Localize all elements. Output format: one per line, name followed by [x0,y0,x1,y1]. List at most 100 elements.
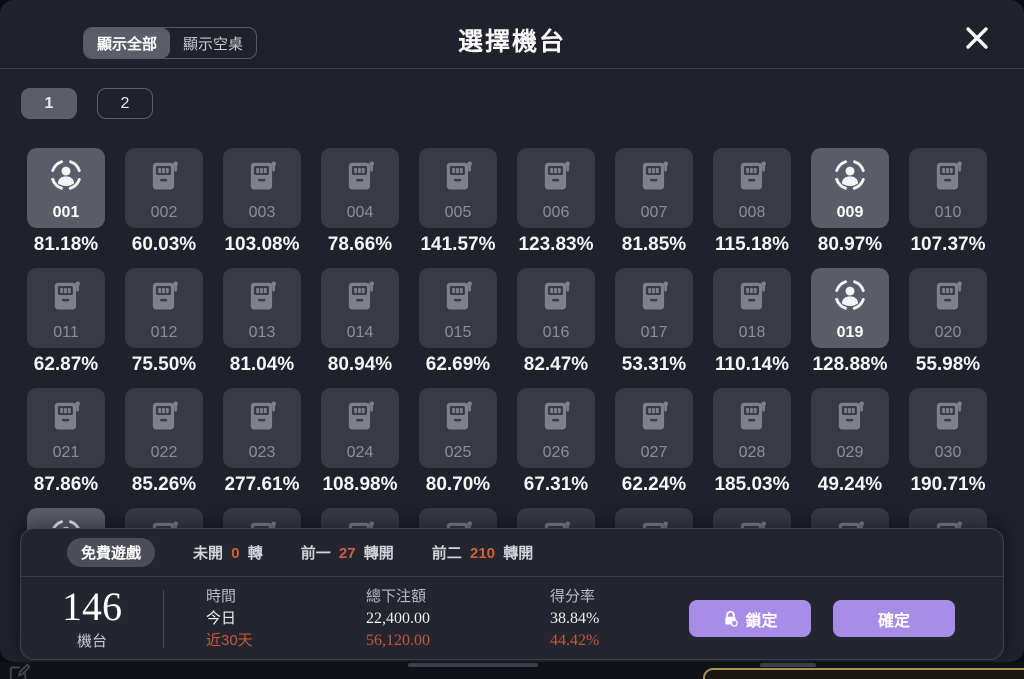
slot-machine-icon [635,396,673,434]
machine-number: 004 [346,204,374,221]
machine-tile[interactable]: 029 [811,388,889,468]
stat-col-time: 時間 今日 近30天 [206,587,253,649]
machine-tile[interactable]: 012 [125,268,203,348]
machine-cell: 022 85.26% [125,388,203,498]
slot-machine-icon [145,156,183,194]
machine-payout-percent: 78.66% [327,234,393,255]
machine-tile[interactable]: 015 [419,268,497,348]
machine-number: 030 [934,444,962,461]
slot-machine-icon [145,276,183,314]
machine-cell: 012 75.50% [125,268,203,378]
machine-cell: 024 108.98% [321,388,399,498]
machine-payout-percent: 60.03% [131,234,197,255]
machine-payout-percent: 85.26% [131,474,197,495]
machine-number: 015 [444,324,472,341]
filter-show-all[interactable]: 顯示全部 [84,28,171,58]
occupied-player-icon [47,156,85,194]
machine-tile[interactable]: 024 [321,388,399,468]
machine-tile[interactable]: 018 [713,268,791,348]
machine-tile[interactable]: 013 [223,268,301,348]
machine-tile[interactable]: 011 [27,268,105,348]
background-game-footer [0,662,1024,679]
machine-payout-percent: 62.24% [621,474,687,495]
slot-machine-icon [537,276,575,314]
machine-cell: 013 81.04% [223,268,301,378]
lock-icon [722,610,739,627]
machine-number: 021 [52,444,80,461]
machine-payout-percent: 103.08% [224,234,300,255]
machine-tile[interactable]: 016 [517,268,595,348]
machine-grid: 001 81.18% 002 60.03% [27,148,997,592]
free-game-tab[interactable]: 免費遊戲 [67,538,156,567]
machine-cell: 008 115.18% [713,148,791,258]
machine-number: 003 [248,204,276,221]
machine-tile[interactable]: 004 [321,148,399,228]
machine-number: 020 [934,324,962,341]
machine-payout-percent: 75.50% [131,354,197,375]
unopened-spins: 未開 0 轉 [193,545,263,562]
slot-machine-icon [47,276,85,314]
machine-number: 002 [150,204,178,221]
machine-cell: 005 141.57% [419,148,497,258]
machine-payout-percent: 277.61% [224,474,300,495]
machine-tile[interactable]: 010 [909,148,987,228]
machine-cell: 025 80.70% [419,388,497,498]
machine-payout-percent: 80.70% [425,474,491,495]
machine-cell: 014 80.94% [321,268,399,378]
vertical-divider [163,589,164,648]
machine-payout-percent: 81.18% [33,234,99,255]
machine-tile[interactable]: 030 [909,388,987,468]
machine-cell: 017 53.31% [615,268,693,378]
machine-tile[interactable]: 009 [811,148,889,228]
machine-cell: 016 82.47% [517,268,595,378]
slot-machine-icon [537,156,575,194]
machine-tile[interactable]: 023 [223,388,301,468]
machine-tile[interactable]: 007 [615,148,693,228]
occupied-player-icon [831,276,869,314]
machine-number: 025 [444,444,472,461]
close-button[interactable] [958,21,996,59]
slot-machine-icon [635,156,673,194]
slot-machine-icon [341,396,379,434]
machine-payout-percent: 62.69% [425,354,491,375]
machine-tile[interactable]: 021 [27,388,105,468]
page-title: 選擇機台 [457,28,566,56]
machine-tile[interactable]: 026 [517,388,595,468]
lock-button[interactable]: 鎖定 [689,600,811,637]
machine-tile[interactable]: 028 [713,388,791,468]
machine-cell: 018 110.14% [713,268,791,378]
machine-tile[interactable]: 008 [713,148,791,228]
edit-icon [8,662,31,679]
machine-tile[interactable]: 002 [125,148,203,228]
confirm-button[interactable]: 確定 [833,600,955,637]
slot-machine-icon [341,276,379,314]
machine-tile[interactable]: 017 [615,268,693,348]
machine-tile[interactable]: 027 [615,388,693,468]
machine-tile[interactable]: 014 [321,268,399,348]
machine-tile[interactable]: 019 [811,268,889,348]
machine-payout-percent: 62.87% [33,354,99,375]
page-button-2[interactable]: 2 [97,88,153,119]
page-button-1[interactable]: 1 [21,88,77,119]
machine-payout-percent: 115.18% [715,234,789,255]
machine-tile[interactable]: 003 [223,148,301,228]
machine-cell: 026 67.31% [517,388,595,498]
machine-tile[interactable]: 006 [517,148,595,228]
machine-tile[interactable]: 020 [909,268,987,348]
slot-machine-icon [537,396,575,434]
machine-tile[interactable]: 025 [419,388,497,468]
prev1-spins: 前一 27 轉開 [300,545,394,562]
machine-number: 024 [346,444,374,461]
machine-cell: 006 123.83% [517,148,595,258]
prev2-spins: 前二 210 轉開 [431,545,534,562]
machine-tile[interactable]: 001 [27,148,105,228]
machine-cell: 021 87.86% [27,388,105,498]
slot-machine-icon [733,156,771,194]
machine-payout-percent: 107.37% [910,234,986,255]
filter-show-empty[interactable]: 顯示空桌 [183,35,244,53]
machine-cell: 023 277.61% [223,388,301,498]
machine-tile[interactable]: 005 [419,148,497,228]
machine-cell: 003 103.08% [223,148,301,258]
machine-tile[interactable]: 022 [125,388,203,468]
machine-cell: 027 62.24% [615,388,693,498]
